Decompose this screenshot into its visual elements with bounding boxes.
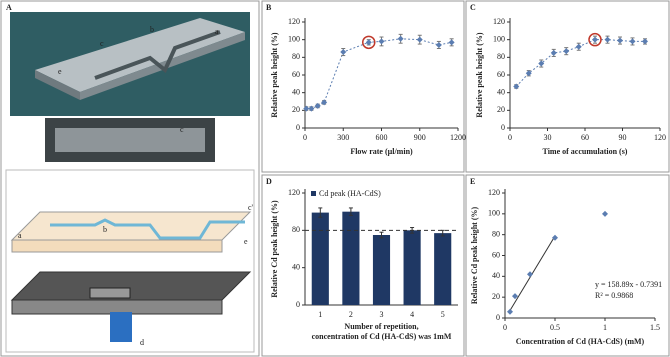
x-tick-label: 1.5: [650, 323, 660, 332]
y-axis-label: Relative Cd peak height (%): [270, 200, 279, 298]
x-tick-label: 2: [349, 310, 353, 319]
y-axis-label: Relative peak height (%): [475, 32, 484, 117]
x-tick-label: 0: [503, 323, 507, 332]
panel-label: C: [470, 3, 476, 12]
diagram-label: b: [103, 225, 107, 234]
diagram-label: e: [58, 67, 62, 76]
panel-label: D: [266, 177, 272, 186]
y-tick-label: 120: [493, 17, 505, 26]
x-tick-label: 900: [414, 133, 426, 142]
y-tick-label: 0: [496, 313, 500, 322]
annotation: R² = 0.9868: [595, 291, 633, 300]
y-tick-label: 0: [296, 300, 300, 309]
y-tick-label: 20: [497, 105, 505, 114]
x-axis-label: concentration of Cd (HA-CdS) was 1mM: [312, 332, 452, 341]
top-layer-side: [12, 240, 222, 252]
y-axis-label: Relative peak height (%): [270, 32, 279, 117]
y-tick-label: 120: [488, 188, 500, 197]
x-axis-label: Time of accumulation (s): [543, 147, 628, 156]
bar: [434, 233, 451, 305]
y-tick-label: 80: [492, 229, 500, 238]
y-tick-label: 120: [288, 188, 300, 197]
base: [12, 272, 250, 300]
y-tick-label: 40: [292, 87, 300, 96]
panel-label: B: [266, 3, 272, 12]
y-tick-label: 100: [288, 34, 300, 43]
x-tick-label: 4: [410, 310, 414, 319]
x-tick-label: 30: [544, 133, 552, 142]
diagram: [6, 12, 254, 352]
x-axis-label: Number of repetition,: [344, 322, 418, 331]
diagram-label: b: [150, 25, 154, 34]
diagram-label: c: [180, 125, 184, 134]
y-tick-label: 20: [492, 292, 500, 301]
diagram-label: a: [215, 27, 219, 36]
x-tick-label: 90: [619, 133, 627, 142]
panel-frame: [466, 175, 669, 356]
y-tick-label: 40: [292, 262, 300, 271]
bar: [404, 230, 421, 305]
x-tick-label: 3: [380, 310, 384, 319]
x-tick-label: 1: [318, 310, 322, 319]
figure: A a b c e c a b c' e d B0204060801001200…: [0, 0, 670, 357]
x-tick-label: 0: [303, 133, 307, 142]
y-tick-label: 60: [492, 250, 500, 259]
x-tick-label: 1: [603, 323, 607, 332]
x-tick-label: 300: [337, 133, 349, 142]
x-tick-label: 0.5: [550, 323, 560, 332]
x-tick-label: 1200: [450, 133, 466, 142]
x-tick-label: 600: [376, 133, 388, 142]
diagram-label: d: [140, 338, 144, 347]
y-tick-label: 80: [292, 225, 300, 234]
x-tick-label: 5: [441, 310, 445, 319]
panel-label: A: [6, 3, 12, 12]
x-tick-label: 60: [581, 133, 589, 142]
legend-swatch: [311, 191, 316, 196]
bar: [342, 212, 359, 305]
y-tick-label: 60: [497, 70, 505, 79]
y-tick-label: 20: [292, 105, 300, 114]
y-tick-label: 40: [492, 271, 500, 280]
electrode: [90, 288, 130, 298]
x-tick-label: 0: [508, 133, 512, 142]
y-tick-label: 60: [292, 70, 300, 79]
y-tick-label: 100: [488, 209, 500, 218]
legend-label: Cd peak (HA-CdS): [319, 189, 381, 198]
diagram-label: e: [244, 237, 248, 246]
connector: [110, 312, 132, 342]
y-tick-label: 0: [501, 123, 505, 132]
y-tick-label: 100: [493, 34, 505, 43]
diagram-label: a: [18, 231, 22, 240]
bar: [373, 235, 390, 305]
x-tick-label: 120: [654, 133, 666, 142]
panel-label: E: [470, 177, 475, 186]
y-tick-label: 120: [288, 17, 300, 26]
y-tick-label: 40: [497, 87, 505, 96]
diagram-label: c': [248, 203, 254, 212]
annotation: y = 158.89x - 0.7391: [595, 280, 662, 289]
y-axis-label: Relative Cd peak height (%): [470, 207, 479, 305]
base-side: [12, 300, 222, 314]
bar: [312, 213, 329, 305]
y-tick-label: 80: [497, 52, 505, 61]
diagram-label: c: [100, 39, 104, 48]
x-axis-label: Flow rate (µl/min): [350, 147, 413, 156]
y-tick-label: 80: [292, 52, 300, 61]
y-tick-label: 0: [296, 123, 300, 132]
x-axis-label: Concentration of Cd (HA-CdS) (mM): [516, 337, 645, 346]
